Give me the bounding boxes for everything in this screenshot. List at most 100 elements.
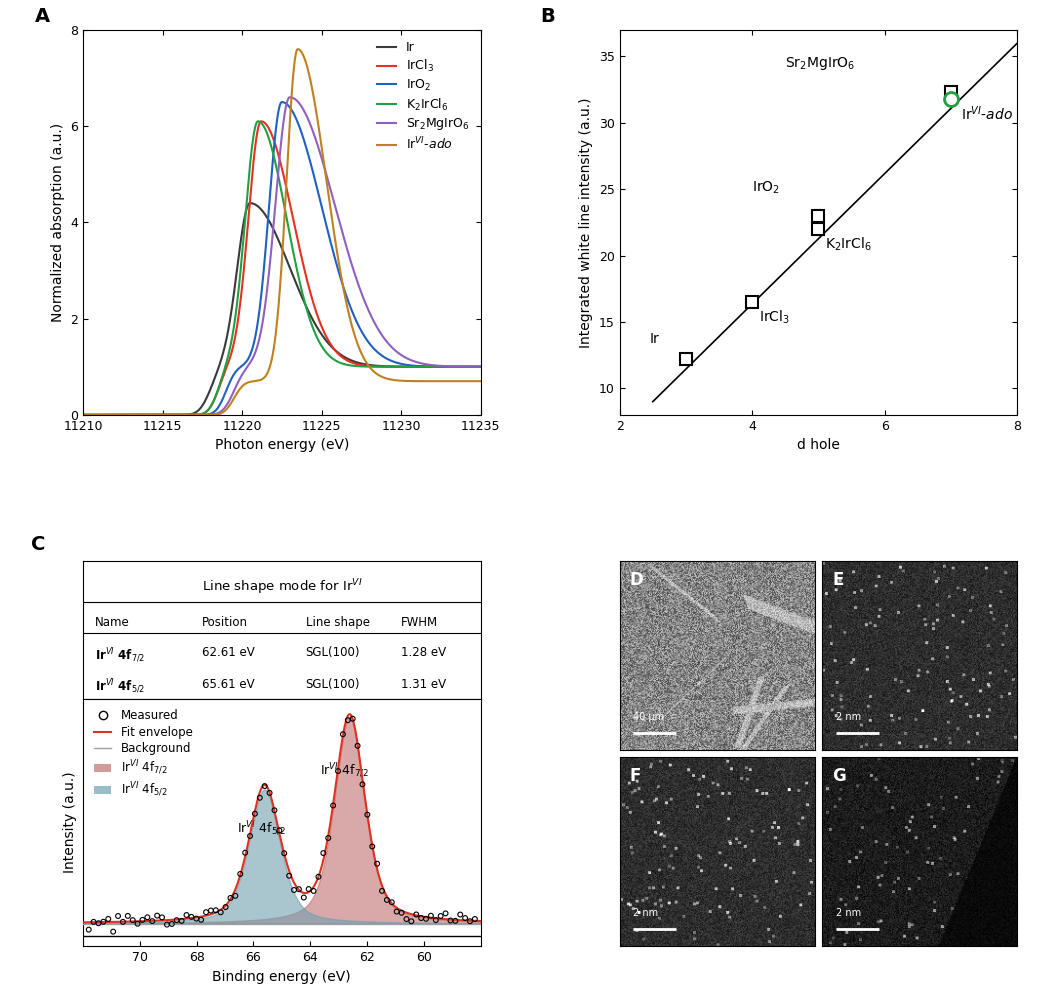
Point [202, 902, 219, 918]
Y-axis label: Normalized absorption (a.u.): Normalized absorption (a.u.) [51, 123, 64, 322]
Point [345, 711, 361, 727]
Point [276, 846, 293, 862]
IrCl$_3$ [490, 361, 502, 373]
Point [114, 914, 131, 930]
Point [134, 912, 151, 928]
Point [148, 907, 165, 923]
Text: Line shape mode for Ir$^{VI}$: Line shape mode for Ir$^{VI}$ [201, 578, 362, 598]
IrO$_2$ [403, 360, 415, 372]
Text: IrCl$_3$: IrCl$_3$ [759, 309, 790, 326]
IrCl$_3$ [267, 132, 279, 144]
Point [462, 913, 479, 929]
Text: F: F [629, 767, 640, 785]
Text: Line shape: Line shape [305, 617, 370, 629]
Point [130, 915, 146, 931]
Point [95, 913, 112, 929]
Point [208, 902, 224, 918]
K$_2$IrCl$_6$ [98, 409, 110, 421]
Point [197, 904, 214, 920]
Text: IrO$_2$: IrO$_2$ [753, 179, 781, 196]
Point [251, 790, 268, 806]
Point [188, 910, 204, 926]
IrO$_2$ [77, 409, 89, 421]
Ir$^{VI}$-$\mathit{ado}$ [292, 43, 304, 55]
IrCl$_3$ [479, 361, 491, 373]
X-axis label: Binding energy (eV): Binding energy (eV) [213, 970, 351, 984]
Ir [244, 197, 256, 209]
Sr$_2$MgIrO$_6$ [490, 361, 502, 373]
IrO$_2$ [275, 96, 288, 108]
IrCl$_3$ [98, 409, 110, 421]
Point [417, 911, 434, 927]
Point [339, 712, 356, 728]
Ir [98, 409, 110, 421]
Point [447, 912, 464, 928]
Ir [278, 248, 291, 260]
IrCl$_3$ [278, 172, 291, 184]
Point [368, 856, 385, 872]
Point [217, 899, 234, 915]
Text: G: G [832, 767, 846, 785]
Ir$^{VI}$-$\mathit{ado}$ [98, 409, 110, 421]
Text: Ir: Ir [650, 332, 659, 346]
Point [305, 883, 322, 899]
Text: 2 nm: 2 nm [836, 711, 862, 722]
Point [467, 911, 484, 927]
IrCl$_3$ [403, 361, 415, 373]
Point [85, 914, 102, 930]
Ir [490, 361, 502, 373]
Line: Ir: Ir [83, 203, 496, 415]
Ir$^{VI}$-$\mathit{ado}$ [278, 218, 291, 230]
Ir [479, 361, 491, 373]
Point [285, 882, 302, 898]
Text: 1.28 eV: 1.28 eV [401, 646, 446, 659]
K$_2$IrCl$_6$ [403, 361, 415, 373]
Point [325, 798, 342, 814]
Point [383, 894, 400, 910]
Point [320, 830, 336, 846]
Sr$_2$MgIrO$_6$ [278, 112, 291, 124]
X-axis label: d hole: d hole [797, 438, 840, 452]
Point [442, 912, 459, 928]
Point [173, 913, 190, 929]
Point [154, 909, 170, 925]
Point [364, 839, 381, 855]
Point [413, 910, 430, 926]
Point [266, 803, 282, 819]
X-axis label: Photon energy (eV): Photon energy (eV) [215, 438, 349, 452]
Legend: Ir, IrCl$_3$, IrO$_2$, K$_2$IrCl$_6$, Sr$_2$MgIrO$_6$, Ir$^{VI}$-$\mathit{ado}$: Ir, IrCl$_3$, IrO$_2$, K$_2$IrCl$_6$, Sr… [372, 36, 474, 157]
Point [354, 777, 371, 793]
Point [428, 912, 444, 928]
Point [271, 823, 288, 839]
Ir$^{VI}$-$\mathit{ado}$ [267, 347, 279, 359]
Text: E: E [832, 571, 844, 589]
Text: 62.61 eV: 62.61 eV [202, 646, 255, 659]
Text: 1.31 eV: 1.31 eV [401, 678, 446, 691]
Text: A: A [35, 7, 51, 26]
Text: Ir$^{VI}$ 4f$_{7/2}$: Ir$^{VI}$ 4f$_{7/2}$ [320, 762, 368, 780]
Ir$^{VI}$-$\mathit{ado}$ [403, 375, 415, 387]
K$_2$IrCl$_6$ [479, 361, 491, 373]
Point [237, 845, 253, 861]
Point [231, 866, 248, 881]
Line: IrO$_2$: IrO$_2$ [83, 102, 496, 415]
Sr$_2$MgIrO$_6$ [403, 354, 415, 366]
Sr$_2$MgIrO$_6$ [77, 409, 89, 421]
Text: B: B [540, 7, 555, 26]
IrO$_2$ [479, 361, 491, 373]
Line: Sr$_2$MgIrO$_6$: Sr$_2$MgIrO$_6$ [83, 98, 496, 415]
Point [437, 905, 454, 921]
Text: D: D [629, 571, 644, 589]
K$_2$IrCl$_6$ [278, 200, 291, 212]
Ir [479, 361, 491, 373]
Text: 2 nm: 2 nm [836, 908, 862, 918]
Point [168, 912, 185, 928]
Point [119, 908, 136, 924]
Point [291, 881, 307, 897]
Text: C: C [31, 535, 46, 554]
IrO$_2$ [267, 151, 279, 163]
Point [359, 807, 376, 823]
Point [100, 911, 116, 927]
Point [422, 907, 439, 923]
IrCl$_3$ [255, 116, 268, 127]
